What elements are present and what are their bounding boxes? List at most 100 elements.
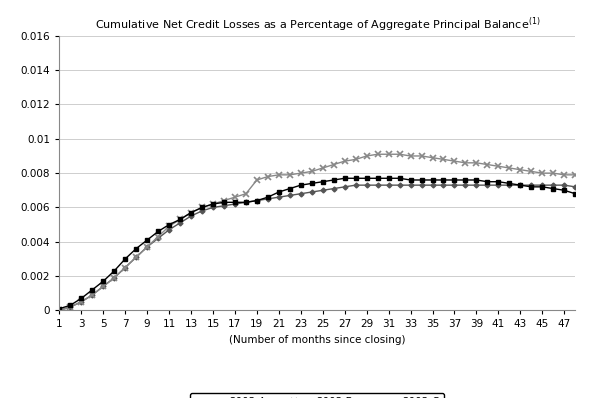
2003-A [177,220,184,225]
2003-B [264,174,272,179]
2003-A [341,185,348,189]
2003-B [538,171,546,176]
2003-B [209,202,216,207]
2003-C [308,181,315,186]
2003-B [572,172,579,177]
2003-C [199,205,206,210]
Line: 2003-C: 2003-C [57,176,578,311]
2003-B [177,217,184,222]
2003-A [363,183,370,187]
2003-A [297,191,304,196]
2003-B [330,162,337,167]
2003-C [264,195,272,199]
2003-A [407,183,414,187]
2003-C [286,186,294,191]
2003-C [506,181,513,186]
Title: Cumulative Net Credit Losses as a Percentage of Aggregate Principal Balance$^{(1: Cumulative Net Credit Losses as a Percen… [94,16,540,34]
2003-A [506,183,513,187]
2003-C [429,178,436,182]
2003-A [517,183,524,187]
2003-B [78,299,85,304]
2003-A [89,293,96,297]
2003-A [473,183,480,187]
2003-C [363,176,370,181]
2003-B [133,255,140,259]
2003-B [297,171,304,176]
2003-A [308,189,315,194]
2003-A [133,255,140,259]
Line: 2003-A: 2003-A [58,183,577,312]
2003-A [396,183,403,187]
2003-B [67,304,74,309]
2003-A [385,183,392,187]
2003-B [495,164,502,169]
2003-A [528,183,535,187]
2003-B [407,154,414,158]
2003-A [100,284,107,289]
2003-C [560,188,568,193]
2003-B [187,210,195,215]
X-axis label: (Number of months since closing): (Number of months since closing) [229,335,406,345]
2003-A [122,265,129,270]
2003-A [418,183,425,187]
2003-B [517,167,524,172]
2003-C [89,287,96,292]
2003-B [396,152,403,157]
2003-C [517,183,524,187]
2003-C [231,200,238,205]
2003-B [473,160,480,165]
2003-C [56,306,63,311]
2003-A [144,244,151,249]
2003-C [538,185,546,189]
2003-B [275,172,282,177]
2003-B [451,159,458,164]
2003-A [538,183,546,187]
2003-C [209,202,216,207]
2003-C [462,178,469,182]
2003-B [308,169,315,174]
2003-B [429,155,436,160]
2003-A [451,183,458,187]
2003-A [319,188,326,193]
2003-C [352,176,359,181]
2003-B [363,154,370,158]
2003-B [462,160,469,165]
2003-C [407,178,414,182]
2003-C [418,178,425,182]
2003-A [155,236,162,241]
2003-B [286,172,294,177]
2003-B [374,152,381,157]
2003-B [165,224,173,229]
2003-B [550,171,557,176]
2003-B [352,157,359,162]
2003-C [155,229,162,234]
2003-C [122,257,129,261]
2003-B [100,284,107,289]
2003-C [297,183,304,187]
2003-A [243,200,250,205]
2003-B [231,195,238,199]
2003-A [78,299,85,304]
2003-C [396,176,403,181]
2003-C [221,200,228,205]
2003-C [187,210,195,215]
2003-C [495,179,502,184]
2003-B [528,169,535,174]
2003-C [572,191,579,196]
2003-A [352,183,359,187]
2003-C [528,185,535,189]
2003-A [462,183,469,187]
2003-A [221,203,228,208]
2003-C [341,176,348,181]
2003-C [385,176,392,181]
2003-A [187,214,195,219]
2003-B [144,244,151,249]
2003-A [572,185,579,189]
2003-C [374,176,381,181]
2003-C [440,178,447,182]
2003-C [451,178,458,182]
2003-C [78,296,85,301]
2003-A [374,183,381,187]
2003-B [506,166,513,170]
2003-C [144,238,151,242]
